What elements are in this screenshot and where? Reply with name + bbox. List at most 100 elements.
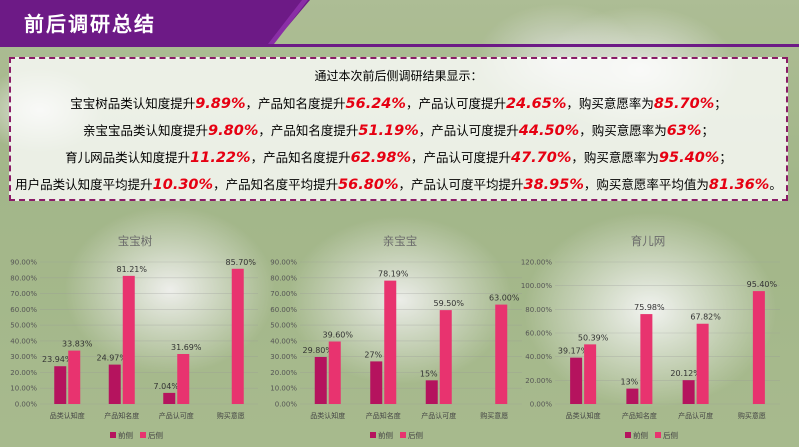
y-tick-label: 10.00% [10, 385, 37, 393]
bar [626, 388, 639, 404]
summary-text: ，购买意愿率为 [566, 96, 654, 111]
legend-swatch [110, 432, 116, 438]
bar [384, 280, 397, 404]
page-title: 前后调研总结 [24, 12, 156, 36]
x-tick-label: 产品认可度 [159, 411, 194, 420]
data-label: 95.40% [747, 280, 778, 289]
summary-box: 通过本次前后侧调研结果显示： 宝宝树品类认知度提升9.89%，产品知名度提升56… [9, 57, 788, 201]
bar [570, 357, 583, 404]
summary-line: 用户品类认知度平均提升10.30%，产品知名度平均提升56.80%，产品认可度平… [11, 174, 786, 193]
data-label: 39.60% [322, 331, 353, 340]
data-label: 39.17% [558, 347, 589, 356]
data-label: 31.69% [171, 343, 202, 352]
legend-swatch [655, 432, 661, 438]
x-tick-label: 产品知名度 [366, 411, 401, 420]
x-tick-label: 购买意愿 [738, 411, 766, 420]
data-label: 85.70% [225, 258, 256, 267]
y-tick-label: 20.00% [10, 369, 37, 377]
y-tick-label: 60.00% [270, 306, 297, 314]
summary-text: 育儿网品类认知度提升 [65, 150, 191, 165]
summary-value: 62.98% [350, 150, 411, 166]
data-label: 81.21% [116, 265, 147, 274]
bar [108, 364, 121, 404]
header-divider [0, 44, 799, 47]
legend-label: 后侧 [408, 430, 423, 440]
bar-chart: 育儿网 0.00% 20.00% 40.00% 60.00% 80.00% 100.00% 1… [521, 234, 780, 440]
summary-text: ，产品认可度提升 [410, 150, 511, 165]
summary-line: 育儿网品类认知度提升11.22%，产品知名度提升62.98%，产品认可度提升47… [11, 147, 786, 166]
summary-text: ，购买意愿率平均值为 [583, 177, 709, 192]
summary-text: 用户品类认知度平均提升 [15, 177, 153, 192]
summary-value: 38.95% [523, 177, 584, 193]
bar [425, 380, 438, 404]
data-label: 67.82% [690, 313, 721, 322]
data-label: 27% [364, 350, 382, 359]
data-label: 29.80% [302, 346, 333, 355]
summary-value: 81.36% [708, 177, 770, 193]
y-tick-label: 30.00% [10, 353, 37, 361]
summary-line: 亲宝宝品类认知度提升9.80%，产品知名度提升51.19%，产品认可度提升44.… [11, 120, 786, 139]
data-label: 50.39% [578, 333, 609, 342]
y-tick-label: 120.00% [521, 259, 552, 267]
y-tick-label: 10.00% [270, 385, 297, 393]
data-label: 78.19% [378, 270, 409, 279]
x-tick-label: 产品认可度 [678, 411, 713, 420]
summary-intro: 通过本次前后侧调研结果显示： [314, 69, 483, 83]
bar [231, 268, 244, 404]
summary-value: 56.80% [338, 177, 399, 193]
legend-label: 后侧 [663, 430, 678, 440]
y-tick-label: 40.00% [270, 337, 297, 345]
bar [122, 275, 135, 404]
summary-value: 9.80% [208, 123, 259, 139]
y-tick-label: 50.00% [270, 322, 297, 330]
summary-text: 宝宝树品类认知度提升 [70, 96, 196, 111]
legend-swatch [370, 432, 376, 438]
summary-line: 宝宝树品类认知度提升9.89%，产品知名度提升56.24%，产品认可度提升24.… [11, 93, 786, 112]
bar [640, 314, 653, 404]
summary-value: 10.30% [152, 177, 214, 193]
bar-chart: 宝宝树 0.00% 10.00% 20.00% 30.00% 40.00% 50.00% 60… [10, 234, 258, 440]
y-tick-label: 20.00% [270, 369, 297, 377]
data-label: 59.50% [433, 299, 464, 308]
data-label: 33.83% [62, 340, 93, 349]
bar [495, 304, 508, 404]
title-banner [0, 0, 310, 44]
y-tick-label: 70.00% [270, 290, 297, 298]
data-label: 20.12% [670, 369, 701, 378]
summary-text: ，购买意愿率为 [571, 150, 659, 165]
y-tick-label: 50.00% [10, 322, 37, 330]
y-tick-label: 90.00% [10, 259, 37, 267]
summary-text: 亲宝宝品类认知度提升 [83, 123, 209, 138]
y-tick-label: 90.00% [270, 259, 297, 267]
x-tick-label: 产品认可度 [421, 411, 456, 420]
y-tick-label: 100.00% [521, 282, 552, 290]
data-label: 15% [420, 369, 438, 378]
bar [682, 380, 695, 404]
legend-label: 前侧 [378, 430, 393, 440]
summary-value: 9.89% [195, 96, 246, 112]
x-tick-label: 品类认知度 [566, 411, 601, 420]
summary-value: 44.50% [518, 123, 580, 139]
summary-value: 95.40% [658, 150, 720, 166]
x-tick-label: 品类认知度 [310, 411, 345, 420]
y-tick-label: 0.00% [530, 401, 553, 409]
summary-value: 47.70% [511, 150, 572, 166]
summary-text: ，产品知名度提升 [245, 96, 346, 111]
data-label: 75.98% [634, 303, 665, 312]
bar [439, 310, 452, 404]
y-tick-label: 60.00% [525, 330, 552, 338]
summary-value: 85.70% [653, 96, 715, 112]
x-tick-label: 购买意愿 [217, 411, 245, 420]
legend-label: 前侧 [118, 430, 133, 440]
summary-text: ，产品认可度提升 [405, 96, 506, 111]
bar [314, 356, 327, 404]
bar [752, 291, 765, 404]
legend-swatch [400, 432, 406, 438]
summary-text: ； [701, 123, 714, 138]
summary-text: ，产品认可度平均提升 [398, 177, 524, 192]
y-tick-label: 40.00% [525, 353, 552, 361]
y-tick-label: 80.00% [525, 306, 552, 314]
x-tick-label: 产品知名度 [104, 411, 139, 420]
y-tick-label: 70.00% [10, 290, 37, 298]
chart-title: 育儿网 [631, 234, 666, 248]
